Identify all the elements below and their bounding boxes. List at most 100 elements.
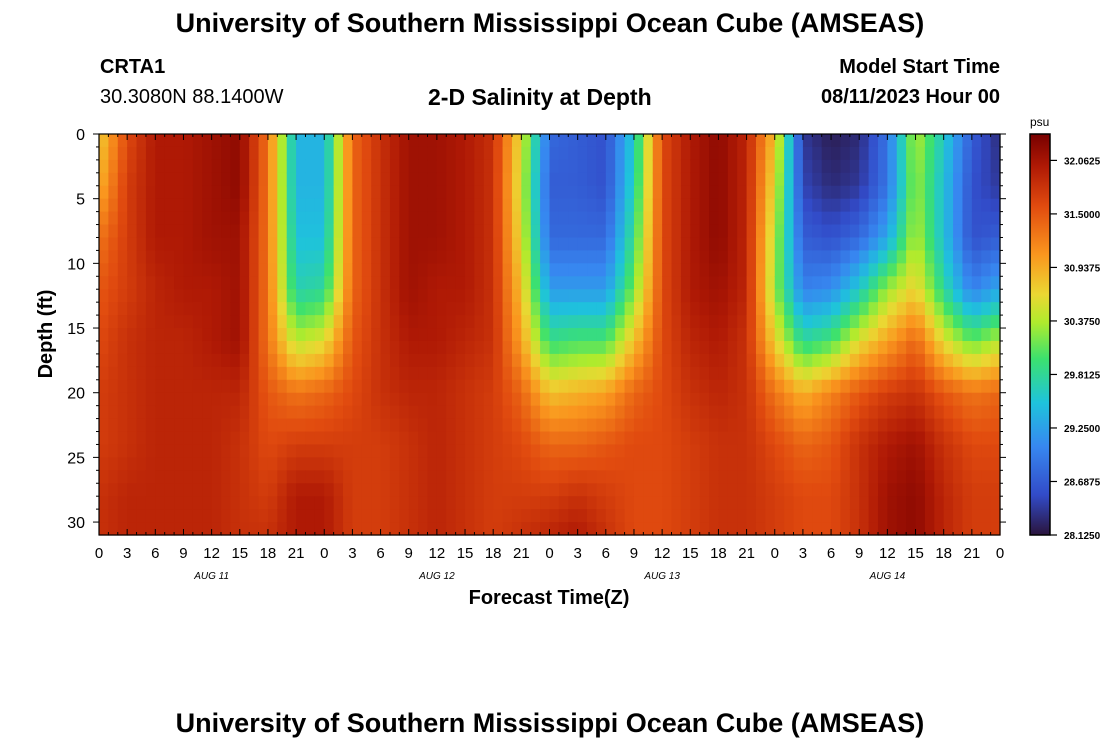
heatmap-cell — [643, 496, 654, 510]
heatmap-cell — [662, 211, 673, 226]
heatmap-cell — [812, 496, 823, 510]
heatmap-cell — [455, 250, 466, 264]
heatmap-cell — [765, 289, 776, 303]
heatmap-cell — [380, 172, 391, 187]
heatmap-cell — [427, 457, 438, 471]
heatmap-cell — [540, 263, 551, 277]
heatmap-cell — [455, 237, 466, 252]
heatmap-cell — [389, 250, 400, 264]
heatmap-cell — [774, 405, 785, 420]
heatmap-cell — [962, 289, 973, 303]
heatmap-cell — [737, 379, 748, 394]
heatmap-cell — [812, 315, 823, 329]
heatmap-cell — [155, 328, 166, 342]
heatmap-cell — [249, 444, 260, 458]
heatmap-cell — [380, 431, 391, 446]
heatmap-cell — [784, 185, 795, 200]
heatmap-cell — [643, 263, 654, 277]
heatmap-cell — [831, 379, 842, 394]
heatmap-cell — [831, 250, 842, 264]
heatmap-cell — [699, 444, 710, 458]
heatmap-cell — [511, 431, 522, 446]
heatmap-cell — [990, 509, 1001, 523]
heatmap-cell — [924, 379, 935, 394]
heatmap-cell — [737, 134, 748, 148]
heatmap-cell — [690, 353, 701, 368]
heatmap-cell — [258, 146, 269, 161]
heatmap-cell — [831, 457, 842, 471]
heatmap-cell — [399, 405, 410, 420]
heatmap-cell — [155, 159, 166, 174]
heatmap-cell — [859, 418, 870, 433]
heatmap-cell — [502, 224, 513, 239]
heatmap-cell — [596, 405, 607, 420]
heatmap-cell — [352, 509, 363, 523]
heatmap-cell — [221, 353, 231, 368]
heatmap-cell — [371, 237, 382, 252]
heatmap-cell — [737, 328, 748, 342]
heatmap-cell — [249, 366, 260, 381]
heatmap-cell — [953, 198, 964, 213]
heatmap-cell — [671, 418, 682, 433]
heatmap-cell — [540, 457, 551, 471]
heatmap-cell — [127, 431, 138, 446]
heatmap-cell — [108, 353, 119, 368]
heatmap-cell — [296, 328, 307, 342]
heatmap-cell — [455, 224, 466, 239]
heatmap-cell — [474, 444, 485, 458]
heatmap-cell — [549, 224, 560, 239]
heatmap-cell — [361, 159, 372, 174]
heatmap-cell — [915, 353, 926, 368]
heatmap-cell — [296, 470, 307, 484]
heatmap-cell — [953, 302, 964, 316]
heatmap-cell — [418, 431, 429, 446]
heatmap-cell — [558, 289, 569, 303]
colorbar-tick-label: 29.8125 — [1064, 370, 1100, 381]
heatmap-cell — [558, 276, 569, 290]
x-tick-label: 21 — [513, 545, 530, 562]
heatmap-cell — [662, 457, 673, 471]
heatmap-cell — [296, 198, 307, 213]
x-axis: 0 3 6 9 12 15 18 21 0 3 6 9 12 15 18 21 0 3 6 9 12 15 18 21 0 3 6 9… — [95, 134, 1004, 582]
heatmap-cell — [277, 198, 288, 213]
heatmap-cell — [343, 366, 354, 381]
heatmap-cell — [981, 211, 992, 226]
heatmap-cell — [361, 211, 372, 226]
heatmap-cell — [371, 366, 382, 381]
heatmap-cell — [493, 405, 504, 420]
heatmap-cell — [784, 237, 795, 252]
heatmap-cell — [427, 418, 438, 433]
heatmap-cell — [493, 392, 504, 407]
heatmap-cell — [868, 211, 879, 226]
heatmap-cell — [221, 328, 231, 342]
heatmap-cell — [924, 315, 935, 329]
heatmap-cell — [915, 211, 926, 226]
heatmap-cell — [502, 340, 513, 355]
heatmap-cell — [99, 185, 109, 200]
heatmap-cell — [164, 146, 175, 161]
heatmap-cell — [117, 302, 128, 316]
heatmap-cell — [192, 470, 203, 484]
heatmap-cell — [709, 159, 720, 174]
heatmap-cell — [802, 392, 813, 407]
heatmap-cell — [596, 509, 607, 523]
heatmap-cell — [127, 392, 138, 407]
heatmap-cell — [615, 509, 626, 523]
heatmap-cell — [221, 185, 231, 200]
heatmap-cell — [906, 172, 917, 187]
heatmap-cell — [221, 470, 231, 484]
heatmap-cell — [784, 276, 795, 290]
heatmap-cell — [981, 405, 992, 420]
heatmap-cell — [737, 198, 748, 213]
heatmap-cell — [943, 185, 954, 200]
heatmap-cell — [361, 315, 372, 329]
heatmap-cell — [127, 237, 138, 252]
heatmap-cell — [662, 444, 673, 458]
heatmap-cell — [746, 237, 757, 252]
heatmap-cell — [380, 289, 391, 303]
heatmap-cell — [145, 509, 156, 523]
heatmap-cell — [108, 159, 119, 174]
heatmap-cell — [249, 250, 260, 264]
heatmap-cell — [652, 198, 663, 213]
heatmap-cell — [877, 250, 888, 264]
